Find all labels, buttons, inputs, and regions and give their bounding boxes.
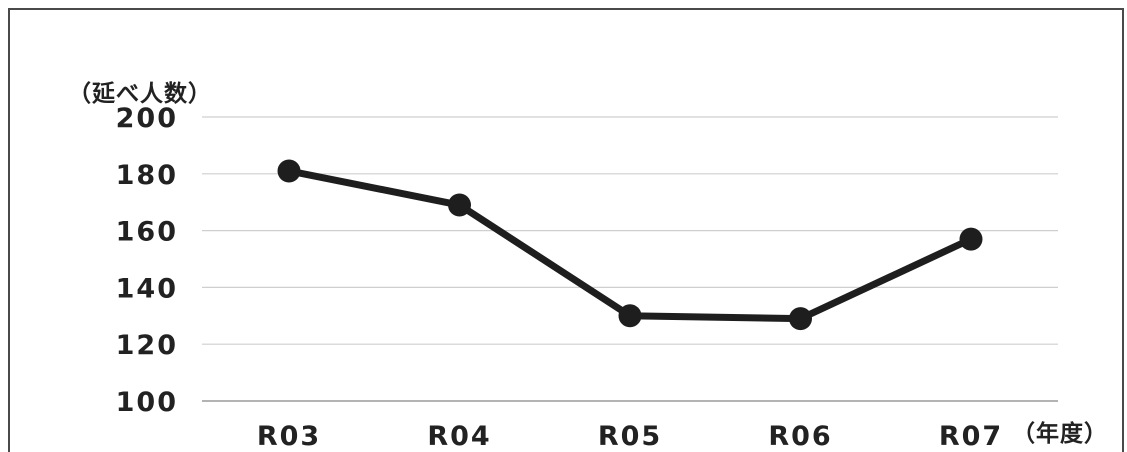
y-tick-label: 120 — [116, 330, 178, 361]
y-tick-label: 100 — [116, 387, 178, 418]
x-tick-label: R04 — [427, 421, 491, 448]
y-axis-ticks: 100 120 140 160 180 200 — [116, 103, 178, 418]
gridlines — [202, 116, 1058, 402]
x-axis-ticks: R03 R04 R05 R06 R07 — [257, 421, 1003, 448]
data-point-marker — [618, 304, 642, 328]
y-tick-label: 160 — [116, 217, 178, 248]
series-polyline — [285, 167, 975, 323]
y-tick-label: 140 — [116, 273, 178, 304]
data-point-marker — [448, 193, 471, 217]
y-tick-label: 180 — [116, 160, 178, 191]
data-point-marker — [789, 307, 812, 331]
y-axis-unit-label: （延べ人数） — [68, 81, 212, 107]
data-point-marker — [959, 227, 983, 251]
x-tick-label: R06 — [768, 421, 832, 448]
x-tick-label: R03 — [257, 421, 321, 448]
series-line — [277, 159, 983, 331]
data-point-marker — [277, 159, 301, 183]
x-axis-unit-label: （年度） — [1012, 421, 1108, 447]
x-tick-label: R05 — [598, 421, 662, 448]
x-tick-label: R07 — [939, 421, 1003, 448]
y-tick-label: 200 — [116, 103, 178, 134]
